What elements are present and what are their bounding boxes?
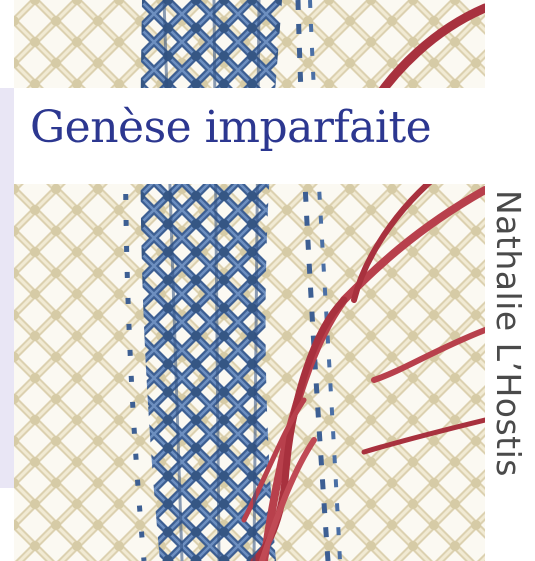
red-cord-strands [241,3,485,561]
macrame-illustration [14,0,485,561]
book-title: Genèse imparfaite [30,102,432,153]
lavender-accent-strip [0,88,14,488]
title-band [14,88,494,184]
author-name: Nathalie L’Hostis [489,190,528,477]
